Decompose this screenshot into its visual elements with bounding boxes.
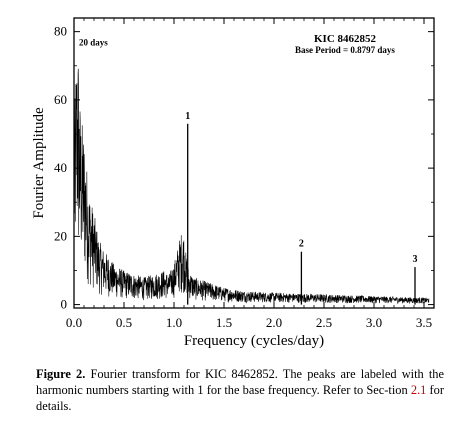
harmonic-peaks	[187, 123, 416, 305]
x-tick-label: 2.0	[266, 315, 282, 330]
x-tick-label: 3.5	[416, 315, 432, 330]
plot-frame	[73, 17, 435, 309]
harmonic-label-1: 1	[185, 111, 190, 122]
section-reference-link[interactable]: 2.1	[410, 383, 427, 397]
figure-caption: Figure 2. Fourier transform for KIC 8462…	[36, 366, 444, 414]
caption-text: Fourier transform for KIC 8462852. The p…	[36, 367, 445, 397]
caption-label: Figure 2.	[36, 367, 86, 381]
harmonic-labels: 1 2 3	[185, 111, 417, 265]
y-tick-label: 0	[61, 297, 68, 312]
x-axis-ticks: 0.0 0.5 1.0 1.5 2.0 2.5 3.0 3.5	[66, 18, 432, 330]
x-tick-label: 3.0	[366, 315, 382, 330]
period-annotation: 20 days	[79, 37, 108, 47]
harmonic-label-3: 3	[413, 254, 418, 265]
chart-subtitle: Base Period = 0.8797 days	[295, 45, 395, 55]
y-tick-label: 40	[54, 160, 67, 175]
x-tick-label: 1.5	[216, 315, 232, 330]
x-tick-label: 1.0	[166, 315, 182, 330]
y-tick-label: 80	[54, 24, 67, 39]
y-axis-title: Fourier Amplitude	[31, 107, 47, 219]
annotations: 20 days	[79, 37, 108, 47]
x-tick-label: 0.0	[66, 315, 82, 330]
y-tick-label: 60	[54, 92, 67, 107]
x-axis-title: Frequency (cycles/day)	[184, 333, 324, 349]
harmonic-label-2: 2	[299, 239, 304, 250]
y-axis-ticks: 0 20 40 60 80	[54, 24, 434, 312]
chart-title: KIC 8462852	[314, 33, 377, 45]
y-tick-label: 20	[54, 228, 67, 243]
fourier-transform-chart: 0.0 0.5 1.0 1.5 2.0 2.5 3.0 3.5 0 20 40 60 80 1 2 3 2…	[31, 17, 435, 349]
caption-text-end: for details.	[36, 383, 445, 413]
x-tick-label: 0.5	[116, 315, 132, 330]
x-tick-label: 2.5	[316, 315, 332, 330]
spectrum-trace	[74, 68, 430, 304]
noise-spectrum	[74, 68, 430, 304]
